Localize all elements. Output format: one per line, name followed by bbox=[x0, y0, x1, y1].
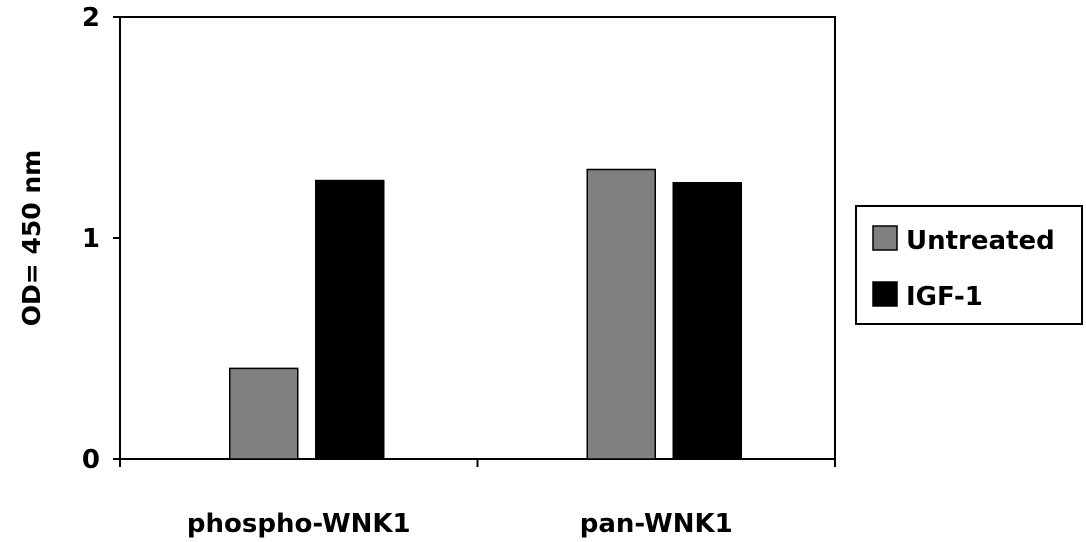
legend-label: IGF-1 bbox=[906, 282, 983, 312]
legend-swatch bbox=[872, 281, 898, 307]
x-category-label: phospho-WNK1 bbox=[187, 509, 411, 539]
x-category-label: pan-WNK1 bbox=[580, 509, 733, 539]
legend-label: Untreated bbox=[906, 226, 1055, 256]
bar-untreated-0 bbox=[229, 367, 299, 460]
y-axis-title: OD= 450 nm bbox=[17, 150, 46, 326]
legend-swatch bbox=[872, 225, 898, 251]
y-axis-title-group: OD= 450 nm bbox=[17, 150, 46, 326]
plot-area: 0 1 2 phospho-WNK1 pan-WNK1 bbox=[82, 3, 836, 539]
y-tick-label: 1 bbox=[82, 224, 100, 254]
y-tick-label: 2 bbox=[82, 3, 100, 33]
bar-igf-1-0 bbox=[315, 179, 385, 460]
bar-igf-1-1 bbox=[672, 182, 742, 460]
bar-untreated-1 bbox=[586, 168, 656, 460]
y-tick-label: 0 bbox=[82, 445, 100, 475]
legend: Untreated IGF-1 bbox=[855, 205, 1083, 325]
